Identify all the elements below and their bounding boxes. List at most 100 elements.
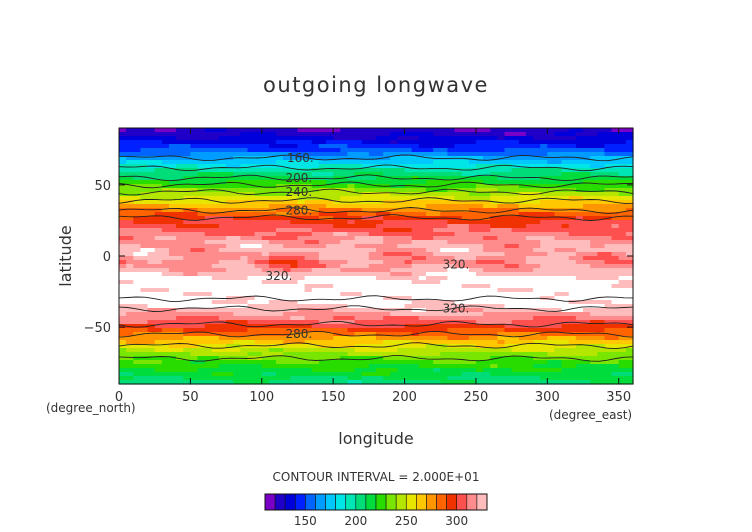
heatmap-cell	[418, 360, 427, 365]
heatmap-cell	[475, 280, 484, 285]
heatmap-cell	[618, 140, 627, 145]
heatmap-cell	[554, 364, 563, 369]
heatmap-cell	[397, 208, 406, 213]
heatmap-cell	[590, 204, 598, 209]
heatmap-cell	[176, 212, 184, 217]
heatmap-cell	[168, 272, 177, 277]
heatmap-cell	[590, 348, 598, 353]
heatmap-cell	[197, 352, 206, 357]
heatmap-cell	[218, 144, 227, 149]
heatmap-cell	[511, 276, 520, 281]
heatmap-cell	[347, 128, 356, 133]
heatmap-cell	[197, 180, 206, 185]
heatmap-cell	[176, 300, 184, 305]
heatmap-cell	[226, 208, 234, 213]
heatmap-cell	[425, 292, 434, 297]
heatmap-cell	[304, 312, 313, 317]
heatmap-cell	[611, 352, 620, 357]
heatmap-cell	[625, 332, 634, 337]
heatmap-cell	[425, 136, 434, 141]
heatmap-cell	[161, 308, 170, 313]
heatmap-cell	[283, 272, 291, 277]
heatmap-cell	[490, 228, 498, 233]
heatmap-cell	[540, 252, 548, 257]
heatmap-cell	[147, 300, 156, 305]
heatmap-cell	[383, 264, 391, 269]
colorbar-swatch	[375, 493, 387, 511]
heatmap-cell	[575, 308, 584, 313]
heatmap-cell	[204, 276, 213, 281]
heatmap-cell	[497, 216, 506, 221]
heatmap-cell	[490, 224, 498, 229]
heatmap-cell	[133, 324, 142, 329]
heatmap-cell	[404, 304, 413, 309]
heatmap-cell	[318, 212, 327, 217]
heatmap-cell	[268, 280, 277, 285]
heatmap-cell	[597, 272, 606, 277]
heatmap-cell	[318, 136, 327, 141]
heatmap-cell	[540, 340, 548, 345]
heatmap-cell	[268, 240, 277, 245]
heatmap-cell	[625, 204, 634, 209]
heatmap-cell	[268, 140, 277, 145]
heatmap-cell	[261, 356, 270, 361]
heatmap-cell	[533, 240, 541, 245]
heatmap-cell	[611, 320, 620, 325]
heatmap-cell	[190, 272, 199, 277]
heatmap-cell	[126, 244, 134, 249]
heatmap-cell	[533, 220, 541, 225]
heatmap-cell	[218, 292, 227, 297]
heatmap-cell	[504, 128, 513, 133]
heatmap-cell	[554, 276, 563, 281]
heatmap-cell	[226, 152, 234, 157]
heatmap-cell	[218, 168, 227, 173]
heatmap-cell	[383, 272, 391, 277]
heatmap-cell	[126, 312, 134, 317]
heatmap-cell	[590, 160, 598, 165]
heatmap-cell	[490, 340, 498, 345]
heatmap-cell	[254, 128, 263, 133]
heatmap-cell	[347, 164, 356, 169]
heatmap-cell	[475, 184, 484, 189]
heatmap-cell	[433, 292, 441, 297]
heatmap-cell	[497, 144, 506, 149]
heatmap-cell	[404, 144, 413, 149]
heatmap-cell	[511, 260, 520, 265]
heatmap-cell	[390, 180, 399, 185]
heatmap-cell	[261, 280, 270, 285]
heatmap-cell	[261, 148, 270, 153]
heatmap-cell	[119, 164, 127, 169]
heatmap-cell	[190, 224, 199, 229]
heatmap-cell	[468, 256, 477, 261]
heatmap-cell	[433, 164, 441, 169]
heatmap-cell	[311, 296, 320, 301]
heatmap-cell	[333, 184, 341, 189]
heatmap-cell	[276, 248, 284, 253]
heatmap-cell	[183, 280, 191, 285]
heatmap-cell	[233, 300, 241, 305]
heatmap-cell	[561, 268, 570, 273]
heatmap-cell	[597, 376, 606, 381]
heatmap-cell	[133, 372, 142, 377]
heatmap-cell	[154, 372, 163, 377]
heatmap-cell	[268, 212, 277, 217]
heatmap-cell	[354, 196, 363, 201]
heatmap-cell	[447, 276, 456, 281]
heatmap-cell	[183, 164, 191, 169]
heatmap-cell	[233, 380, 241, 385]
heatmap-cell	[276, 128, 284, 133]
heatmap-cell	[397, 360, 406, 365]
heatmap-cell	[433, 276, 441, 281]
heatmap-cell	[240, 160, 249, 165]
heatmap-cell	[304, 288, 313, 293]
heatmap-cell	[433, 180, 441, 185]
heatmap-cell	[468, 144, 477, 149]
heatmap-cell	[161, 252, 170, 257]
heatmap-cell	[190, 152, 199, 157]
heatmap-cell	[140, 348, 149, 353]
heatmap-cell	[368, 368, 377, 373]
heatmap-cell	[390, 208, 399, 213]
heatmap-cell	[233, 188, 241, 193]
heatmap-cell	[197, 168, 206, 173]
heatmap-cell	[297, 216, 306, 221]
